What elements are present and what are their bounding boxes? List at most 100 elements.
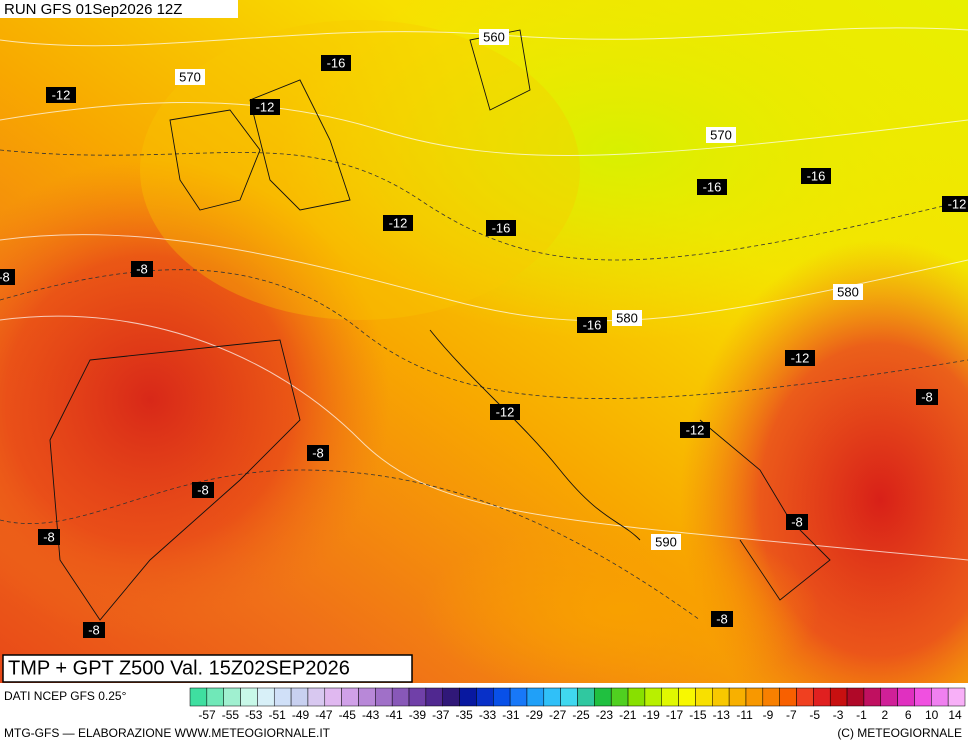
colorbar-swatch [846,687,865,707]
contour-label-box [833,284,863,300]
colorbar-swatch [880,687,898,707]
colorbar-swatch [273,687,292,707]
colorbar-swatch [577,687,595,707]
contour-label-box [479,29,509,45]
colorbar-swatch [290,687,309,707]
contour-label-box [697,179,727,195]
contour-label-box [0,269,15,285]
data-source: DATI NCEP GFS 0.25° [4,689,127,703]
colorbar-swatch [459,687,477,707]
contour-label-box [383,215,413,231]
colorbar-swatch [762,687,780,707]
contour-label: -12 [256,99,275,114]
contour-label-box [250,99,280,115]
contour-label: -8 [136,261,148,276]
contour-label: -12 [389,215,408,230]
colorbar-swatch [476,687,494,707]
colorbar-label: -19 [642,708,660,722]
colorbar-label: -47 [315,708,333,722]
run-info: RUN GFS 01Sep2026 12Z [4,1,182,18]
contour-label-box [706,127,736,143]
colorbar-swatch [712,687,730,707]
colorbar-label: -31 [502,708,520,722]
colorbar-swatch [560,687,578,707]
contour-label: 580 [616,310,638,325]
colorbar-label: -39 [409,708,427,722]
colorbar-label: -37 [432,708,450,722]
colorbar-swatch [425,687,443,707]
contour-label-box [307,445,329,461]
contour-label: -8 [197,482,209,497]
contour-label-box [651,534,681,550]
footer-right: (C) METEOGIORNALE [837,726,962,740]
contour-label-box [785,350,815,366]
colorbar-swatch [509,687,528,707]
colorbar-swatch [779,687,797,707]
contour-label-box [711,611,733,627]
colorbar-label: -17 [666,708,684,722]
colorbar-label: -35 [455,708,473,722]
colorbar-swatch [375,687,393,707]
colorbar-label: -29 [526,708,544,722]
colorbar-swatch [610,687,629,707]
colorbar-swatch [914,687,932,707]
colorbar-swatch [594,687,612,707]
contour-label: 580 [837,284,859,299]
colorbar-swatch [189,687,208,707]
contour-label: -12 [496,404,515,419]
contour-label: -8 [88,622,100,637]
colorbar-swatch [442,687,460,707]
colorbar-swatch [324,687,342,707]
colorbar-swatch [240,687,258,707]
contour-label: -12 [948,196,967,211]
contour-label-box [680,422,710,438]
contour-label-box [801,168,831,184]
contour-label: -12 [791,350,810,365]
contour-label: -8 [43,529,55,544]
colorbar-swatch [627,687,646,707]
colorbar-label: 2 [882,708,889,722]
contour-label-box [175,69,205,85]
colorbar-swatch [543,687,561,707]
contour-label-box [577,317,607,333]
contour-label-box [486,220,516,236]
colorbar-swatch [307,687,326,707]
colorbar-swatch [408,687,427,707]
colorbar-label: -53 [245,708,263,722]
colorbar-swatch [947,687,966,707]
colorbar-swatch [863,687,882,707]
colorbar-label: -13 [713,708,731,722]
colorbar-swatch [897,687,915,707]
colorbar-swatch [526,687,545,707]
contour-label-box [46,87,76,103]
colorbar-label: -55 [222,708,240,722]
colorbar-label: -33 [479,708,497,722]
contour-label: -12 [52,87,71,102]
title-box [2,654,413,683]
colorbar-label: 6 [905,708,912,722]
contour-label: -8 [312,445,324,460]
colorbar-label: -45 [339,708,357,722]
colorbar: -57 -55 -53 -51 -49 -47 -45 -43 -41 -39 -37 -35 -33-… [189,687,966,722]
contour-label-box [131,261,153,277]
contour-label-box [612,310,642,326]
colorbar-label: -9 [763,708,774,722]
colorbar-label: -1 [856,708,867,722]
colorbar-label: 14 [948,708,962,722]
contour-label: -16 [807,168,826,183]
colorbar-label: -21 [619,708,637,722]
colorbar-label: 10 [925,708,939,722]
colorbar-label: -3 [833,708,844,722]
contour-label: -12 [686,422,705,437]
colorbar-label: -41 [385,708,403,722]
colorbar-swatch [829,687,848,707]
coastlines [49,29,831,621]
colorbar-label: -5 [809,708,820,722]
colorbar-swatch [493,687,511,707]
footer-left: MTG-GFS — ELABORAZIONE WWW.METEOGIORNALE… [4,726,331,740]
contour-label-box [192,482,214,498]
colorbar-swatch [223,687,241,707]
contour-labels: 560 570 -16 -12 -12 570 -16 -16 -12 -12 -16 -8 -8 580… [0,29,968,638]
colorbar-swatch [745,687,764,707]
